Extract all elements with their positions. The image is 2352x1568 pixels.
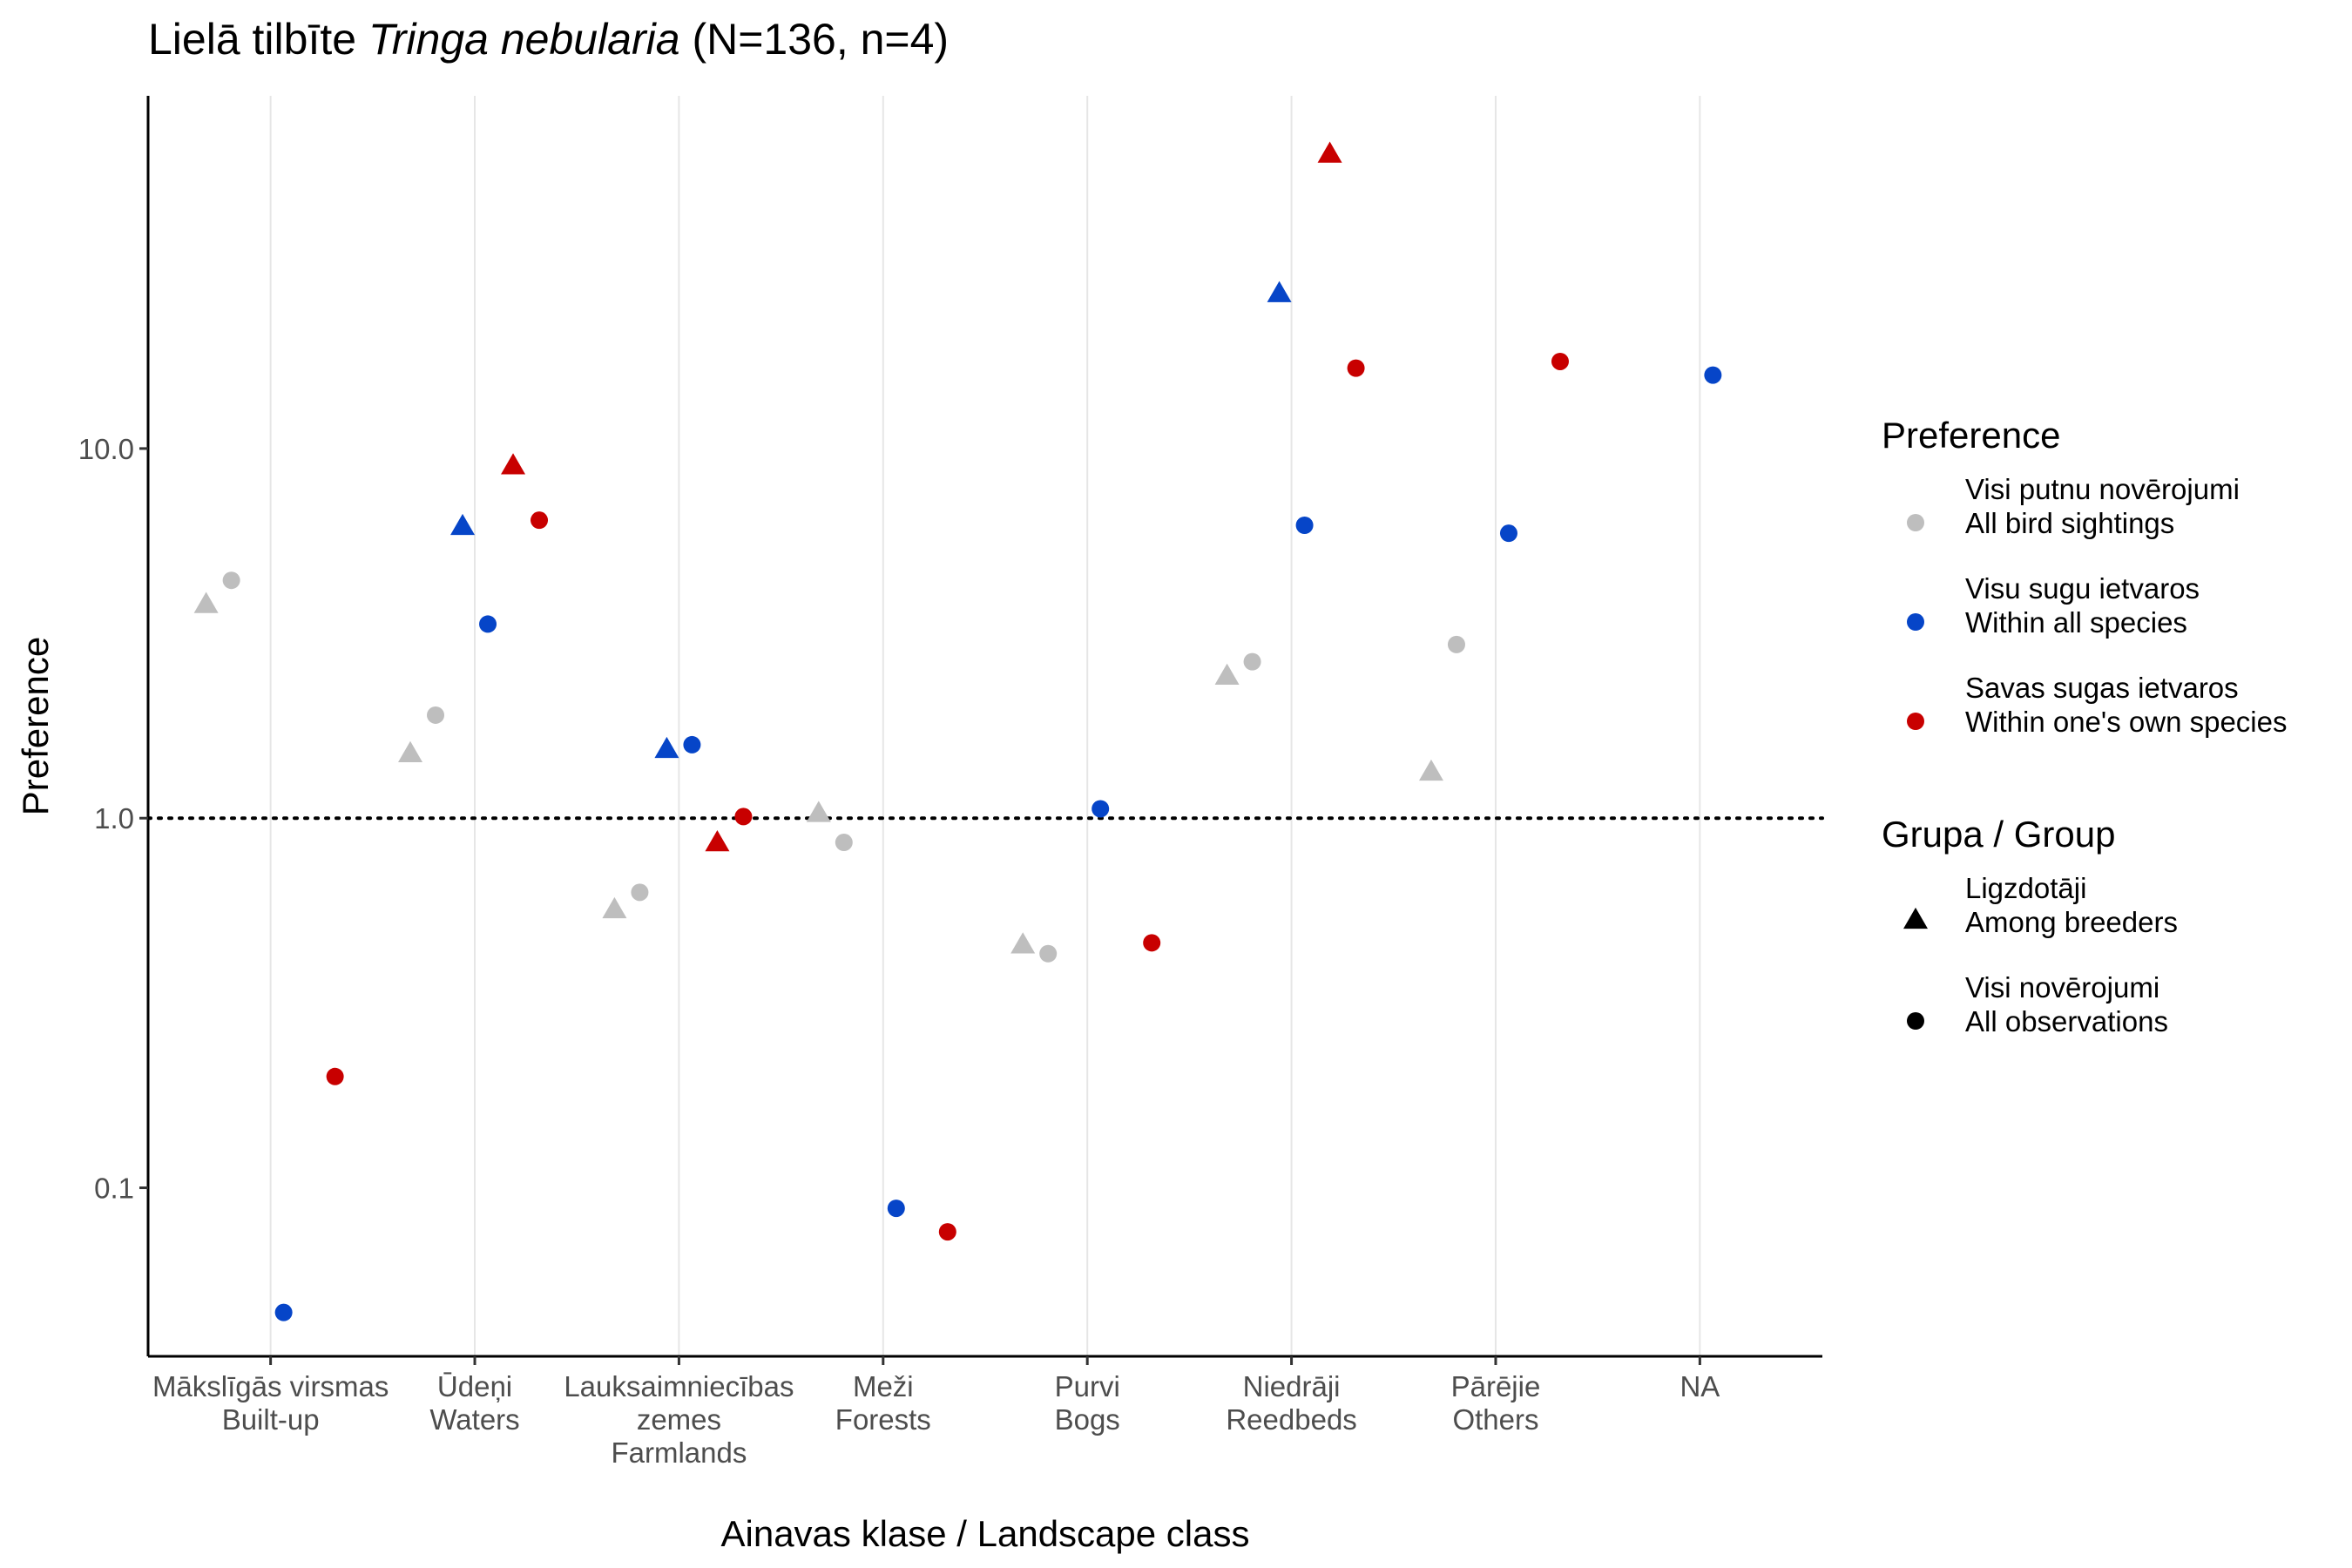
- y-tick-label-0: 0.1: [94, 1173, 134, 1205]
- x-axis-title: Ainavas klase / Landscape class: [720, 1513, 1249, 1554]
- y-tick-label-1: 1.0: [94, 802, 134, 835]
- legend-key-all-observations: [1907, 1012, 1924, 1030]
- point-within_all-all-observations-7: [1704, 366, 1722, 384]
- x-tick-label-2-1: zemes: [637, 1403, 721, 1436]
- title-prefix: Lielā tilbīte: [148, 15, 368, 64]
- x-tick-label-3-1: Forests: [835, 1403, 931, 1436]
- x-tick-label-2-2: Farmlands: [611, 1436, 747, 1469]
- point-within_all-all-observations-5: [1295, 516, 1314, 534]
- point-within_all-all-observations-1: [479, 615, 497, 633]
- legend-key-breeders: [1903, 907, 1928, 929]
- x-tick-label-1-1: Waters: [429, 1403, 519, 1436]
- point-all_sightings-all-observations-4: [1039, 944, 1058, 963]
- point-within_all-all-observations-2: [683, 735, 701, 754]
- point-within_own-all-observations-5: [1347, 359, 1365, 377]
- point-within_all-breeders-5: [1267, 280, 1292, 302]
- point-all_sightings-breeders-3: [806, 801, 831, 822]
- point-all_sightings-breeders-0: [193, 591, 219, 613]
- x-tick-label-4-0: Purvi: [1055, 1370, 1120, 1402]
- point-all_sightings-all-observations-2: [631, 883, 649, 902]
- legend-label-within-all-1: Visu sugu ietvaros: [1965, 572, 2200, 605]
- point-within_all-all-observations-4: [1092, 800, 1110, 818]
- point-all_sightings-breeders-4: [1010, 932, 1036, 954]
- x-tick-label-0-1: Built-up: [222, 1403, 320, 1436]
- point-within_own-breeders-1: [501, 453, 526, 475]
- point-all_sightings-breeders-5: [1214, 663, 1240, 685]
- y-axis-title: Preference: [15, 637, 56, 815]
- point-within_all-all-observations-3: [887, 1200, 905, 1218]
- point-within_all-breeders-1: [450, 513, 476, 536]
- title-species: Tringa nebularia: [368, 15, 680, 64]
- legend-key-within_all: [1907, 613, 1924, 631]
- point-within_own-all-observations-6: [1551, 352, 1569, 370]
- legend-label-within-all-2: Within all species: [1965, 606, 2187, 639]
- legend-label-within-own-1: Savas sugas ietvaros: [1965, 672, 2239, 704]
- legend-key-all_sightings: [1907, 514, 1924, 531]
- x-tick-label-5-1: Reedbeds: [1226, 1403, 1356, 1436]
- point-all_sightings-all-observations-3: [835, 834, 853, 852]
- point-all_sightings-all-observations-1: [427, 706, 445, 724]
- point-all_sightings-breeders-6: [1418, 759, 1443, 781]
- legend-label-all-sightings-2: All bird sightings: [1965, 507, 2175, 539]
- point-within_own-all-observations-4: [1143, 934, 1161, 952]
- legend-key-within_own: [1907, 713, 1924, 730]
- point-within_own-all-observations-0: [326, 1067, 344, 1085]
- chart-title: Lielā tilbīte Tringa nebularia (N=136, n…: [148, 10, 949, 68]
- legend-label-all-observations-1: Visi novērojumi: [1965, 971, 2160, 1004]
- x-tick-label-5-0: Niedrāji: [1243, 1370, 1341, 1402]
- x-tick-label-0-0: Mākslīgās virsmas: [152, 1370, 389, 1402]
- legend-shape-title: Grupa / Group: [1882, 814, 2116, 855]
- point-within_own-all-observations-1: [531, 511, 549, 530]
- x-tick-label-6-0: Pārējie: [1451, 1370, 1541, 1402]
- legend-label-within-own-2: Within one's own species: [1965, 706, 2288, 738]
- legend-label-breeders-1: Ligzdotāji: [1965, 872, 2087, 904]
- y-tick-label-2: 10.0: [78, 433, 134, 465]
- point-all_sightings-breeders-1: [398, 740, 423, 763]
- x-tick-label-7-0: NA: [1680, 1370, 1720, 1402]
- point-all_sightings-all-observations-6: [1447, 635, 1465, 653]
- x-tick-label-6-1: Others: [1452, 1403, 1538, 1436]
- point-all_sightings-all-observations-0: [222, 571, 240, 590]
- point-within_own-all-observations-2: [734, 808, 753, 826]
- point-within_own-breeders-2: [705, 830, 730, 852]
- title-suffix: (N=136, n=4): [679, 15, 950, 64]
- point-within_all-all-observations-0: [274, 1303, 293, 1321]
- point-within_all-breeders-2: [654, 736, 679, 759]
- x-tick-label-3-0: Meži: [853, 1370, 914, 1402]
- x-tick-label-2-0: Lauksaimniecības: [564, 1370, 794, 1402]
- legend-label-all-sightings-1: Visi putnu novērojumi: [1965, 473, 2240, 505]
- point-all_sightings-all-observations-5: [1243, 652, 1261, 671]
- legend-label-all-observations-2: All observations: [1965, 1005, 2168, 1037]
- legend-label-breeders-2: Among breeders: [1965, 906, 2178, 938]
- point-all_sightings-breeders-2: [602, 896, 627, 919]
- point-within_all-all-observations-6: [1499, 524, 1517, 543]
- point-within_own-all-observations-3: [938, 1223, 956, 1241]
- x-tick-label-1-0: Ūdeņi: [437, 1370, 512, 1402]
- legend-color-title: Preference: [1882, 415, 2061, 456]
- point-within_own-breeders-5: [1317, 141, 1342, 163]
- x-tick-label-4-1: Bogs: [1055, 1403, 1120, 1436]
